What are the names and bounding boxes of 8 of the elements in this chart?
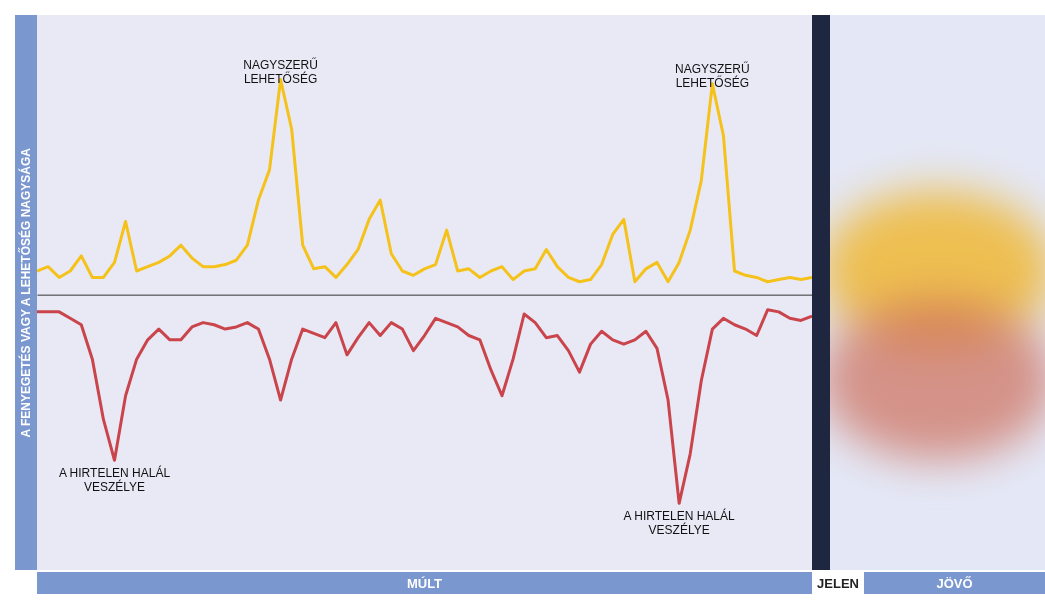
y-axis-title: A FENYEGETÉS VAGY A LEHETŐSÉG NAGYSÁGA [19,147,33,438]
annotation: A HIRTELEN HALÁL VESZÉLYE [623,508,736,538]
text: MÚLT [37,572,812,594]
annotation: A HIRTELEN HALÁL VESZÉLYE [58,465,171,495]
text: JÖVŐ [864,572,1045,594]
annotation: NAGYSZERŰ LEHETŐSÉG [675,60,750,90]
annotation: NAGYSZERŰ LEHETŐSÉG [243,56,318,86]
text: JELEN [814,572,862,594]
